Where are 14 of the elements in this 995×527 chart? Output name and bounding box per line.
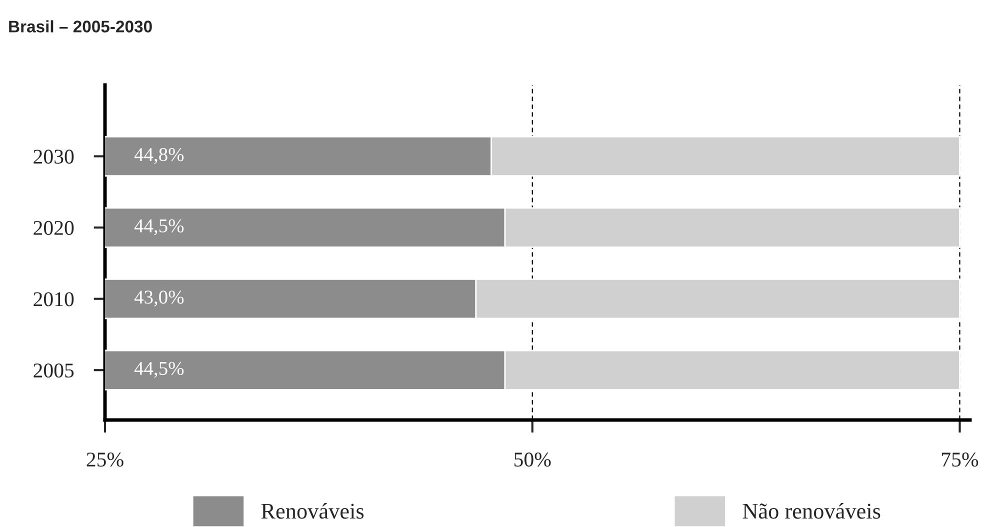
chart-title: Brasil – 2005-2030 (9, 20, 152, 32)
y-tick-label: 2020 (34, 220, 74, 235)
annotation: 44,5% (134, 219, 184, 236)
annotation: 43,0% (134, 290, 184, 306)
legend-label: Renováveis (261, 503, 364, 519)
y-tick-label: 2005 (34, 363, 74, 378)
x-tick-label: 25% (86, 452, 124, 467)
y-tick-label: 2010 (34, 292, 74, 306)
annotation: 44,5% (134, 362, 184, 378)
annotation: 44,8% (134, 148, 184, 164)
legend-label: Não renováveis (742, 503, 880, 519)
x-tick-label: 75% (942, 452, 978, 467)
x-tick-label: 50% (514, 452, 551, 467)
y-tick-label: 2030 (34, 150, 74, 164)
